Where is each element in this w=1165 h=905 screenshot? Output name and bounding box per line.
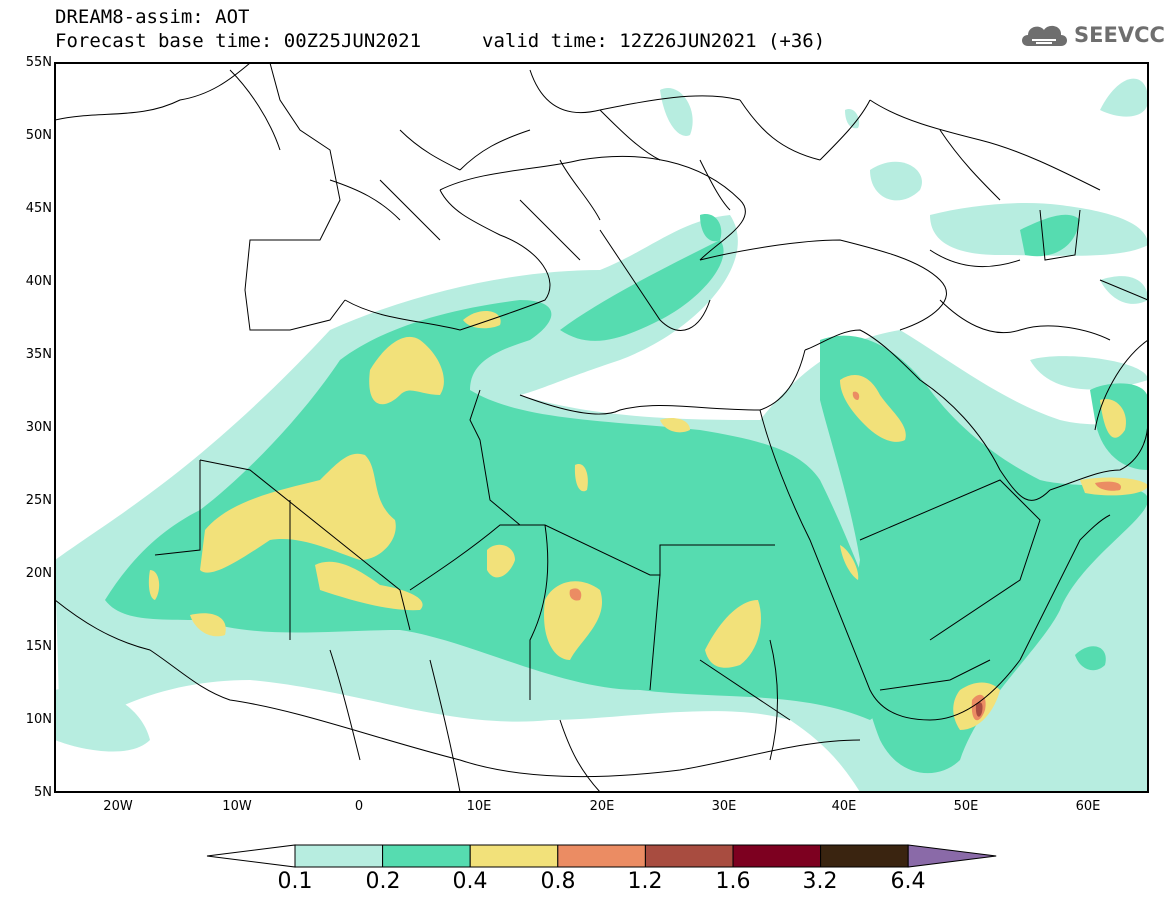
aot-band-0.8	[569, 391, 1121, 721]
lat-tick-label: 40N	[25, 274, 52, 289]
lon-tick-label: 20W	[103, 799, 133, 814]
colorbar-swatch	[732, 844, 822, 868]
aot-band-0.4	[148, 310, 1148, 730]
colorbar-swatch	[820, 844, 909, 868]
forecast-base-time: Forecast base time: 00Z25JUN2021	[55, 30, 422, 52]
colorbar-label: 6.4	[890, 869, 926, 894]
lon-tick-label: 0	[354, 799, 364, 814]
lon-tick-label: 10E	[466, 799, 492, 814]
map-frame	[54, 62, 1149, 793]
colorbar-swatch	[644, 844, 734, 868]
lon-tick-label: 10W	[222, 799, 252, 814]
colorbar-label: 0.2	[365, 869, 401, 894]
lat-tick-label: 5N	[34, 785, 52, 800]
lat-tick-label: 15N	[25, 639, 52, 654]
valid-time: valid time: 12Z26JUN2021 (+36)	[482, 30, 826, 52]
colorbar-label: 1.6	[715, 869, 751, 894]
lat-tick-label: 35N	[25, 347, 52, 362]
country-borders	[55, 63, 1148, 792]
colorbar-label: 0.8	[540, 869, 576, 894]
logo-text: SEEVCCC	[1074, 23, 1165, 47]
aot-band-1.2	[975, 702, 983, 717]
colorbar-swatch	[382, 844, 471, 868]
colorbar-label: 0.4	[452, 869, 488, 894]
lon-tick-label: 30E	[711, 799, 737, 814]
lat-tick-label: 10N	[25, 712, 52, 727]
colorbar-swatch	[469, 844, 559, 868]
colorbar-upper-extension	[907, 844, 997, 868]
colorbar	[206, 844, 997, 868]
lon-tick-label: 60E	[1075, 799, 1101, 814]
seevccc-logo: SEEVCCC	[1018, 20, 1165, 50]
lat-tick-label: 50N	[25, 128, 52, 143]
colorbar-swatch	[557, 844, 646, 868]
cloud-icon	[1022, 25, 1067, 46]
map-title: DREAM8-assim: AOT	[55, 6, 250, 28]
colorbar-label: 0.1	[277, 869, 313, 894]
lat-tick-label: 25N	[25, 493, 52, 508]
lat-tick-label: 55N	[25, 55, 52, 70]
lat-tick-label: 20N	[25, 566, 52, 581]
colorbar-lower-extension	[206, 844, 296, 868]
lon-tick-label: 40E	[831, 799, 857, 814]
colorbar-label: 3.2	[802, 869, 838, 894]
colorbar-swatch	[294, 844, 384, 868]
colorbar-label: 1.2	[627, 869, 663, 894]
lon-tick-label: 50E	[953, 799, 979, 814]
lat-tick-label: 45N	[25, 201, 52, 216]
lon-tick-label: 20E	[589, 799, 615, 814]
lat-tick-label: 30N	[25, 420, 52, 435]
